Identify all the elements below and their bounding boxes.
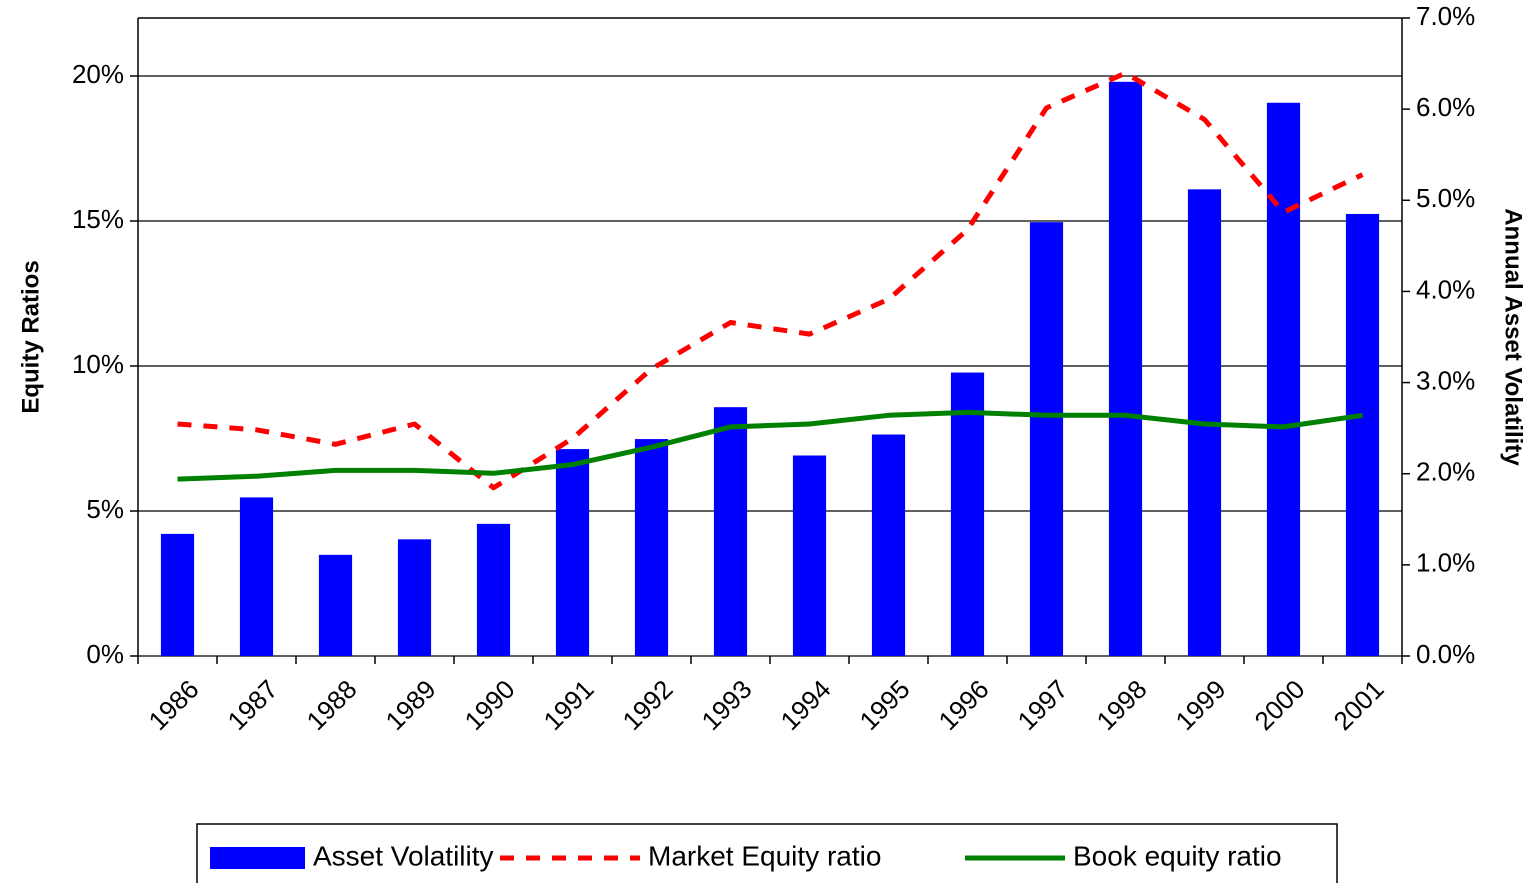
x-tick-label: 1987 [221,674,283,736]
legend-label: Market Equity ratio [648,840,881,871]
y-tick-label: 20% [72,59,124,89]
x-tick-label: 1996 [932,674,994,736]
x-tick-label: 1990 [458,674,520,736]
x-tick-label: 1992 [616,674,678,736]
bar [397,539,432,656]
bar [634,439,669,656]
line-series [177,409,1363,482]
x-tick-label: 1998 [1090,674,1152,736]
y2-tick-label: 1.0% [1416,548,1475,578]
legend-label: Book equity ratio [1073,840,1282,871]
bar [1108,81,1143,657]
x-tick-label: 1989 [379,674,441,736]
y2-tick-label: 2.0% [1416,457,1475,487]
x-tick-label: 1988 [300,674,362,736]
x-tick-label: 1993 [695,674,757,736]
y2-tick-label: 5.0% [1416,183,1475,213]
bar [950,372,985,656]
x-tick-label: 1994 [774,674,836,736]
bar [239,497,274,656]
x-tick-label: 1995 [853,674,915,736]
line-series [177,70,1364,491]
y2-tick-label: 0.0% [1416,639,1475,669]
bar [713,407,748,656]
bar [1029,222,1064,656]
y-tick-label: 0% [86,639,124,669]
y2-tick-label: 3.0% [1416,365,1475,395]
bar [871,434,906,656]
x-tick-label: 1997 [1011,674,1073,736]
y2-axis-title: Annual Asset Volatility [1500,208,1527,466]
y2-tick-label: 7.0% [1416,1,1475,31]
x-tick-label: 2000 [1248,674,1310,736]
y-tick-label: 15% [72,204,124,234]
bar [555,449,590,656]
bar [1345,213,1380,656]
x-tick-label: 2001 [1327,674,1389,736]
bar [476,523,511,656]
y2-tick-label: 6.0% [1416,92,1475,122]
bar [792,455,827,656]
x-tick-label: 1991 [537,674,599,736]
y-tick-label: 10% [72,349,124,379]
legend-label: Asset Volatility [313,840,494,871]
x-tick-label: 1986 [142,674,204,736]
y-tick-label: 5% [86,494,124,524]
y-axis-title: Equity Ratios [17,260,44,413]
x-tick-label: 1999 [1169,674,1231,736]
y2-tick-label: 4.0% [1416,274,1475,304]
legend-box [196,823,1338,883]
bar [1266,102,1301,656]
bar [160,533,195,656]
legend-swatch [210,847,305,869]
bar [318,554,353,656]
